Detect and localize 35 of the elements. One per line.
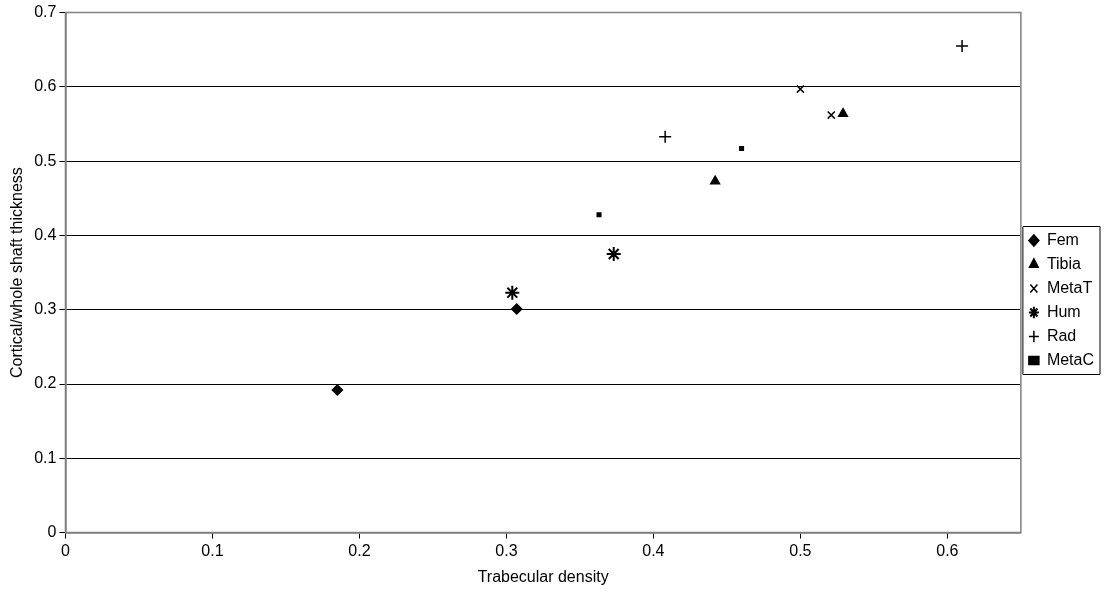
x-tick-label: 0.2 <box>348 541 371 559</box>
point <box>504 284 521 301</box>
y-tick-label: 0.2 <box>34 374 57 392</box>
y-tick-label: 0.7 <box>34 3 57 21</box>
legend-label: MetaT <box>1046 278 1093 296</box>
legend-label: Fem <box>1046 230 1079 248</box>
y-tick-label: 0.1 <box>34 448 57 466</box>
legend-label: Hum <box>1046 302 1081 320</box>
y-axis-title: Cortical/whole shaft thickness <box>8 167 26 378</box>
point <box>596 212 602 218</box>
legend-label: Rad <box>1046 326 1077 344</box>
legend-label: MetaC <box>1046 350 1094 368</box>
point <box>826 110 836 120</box>
point <box>510 303 523 315</box>
y-tick-label: 0.3 <box>34 300 57 318</box>
y-tick-label: 0.5 <box>34 151 57 169</box>
x-tick-label: 0 <box>60 541 70 559</box>
point <box>739 146 745 152</box>
legend-label: Tibia <box>1046 254 1082 272</box>
y-tick-label: 0.6 <box>34 77 57 95</box>
x-tick-label: 0.3 <box>495 541 518 559</box>
point <box>955 39 969 53</box>
point <box>837 107 849 117</box>
x-tick-label: 0.4 <box>642 541 665 559</box>
x-axis-title: Trabecular density <box>477 567 609 585</box>
x-tick-label: 0.5 <box>789 541 812 559</box>
point <box>331 384 344 396</box>
point <box>796 84 805 94</box>
point <box>658 129 672 144</box>
x-tick-label: 0.1 <box>201 541 224 559</box>
y-tick-label: 0.4 <box>34 225 57 243</box>
y-tick-label: 0 <box>47 523 57 541</box>
x-tick-label: 0.6 <box>936 541 959 559</box>
point <box>605 246 622 263</box>
point <box>710 175 721 185</box>
